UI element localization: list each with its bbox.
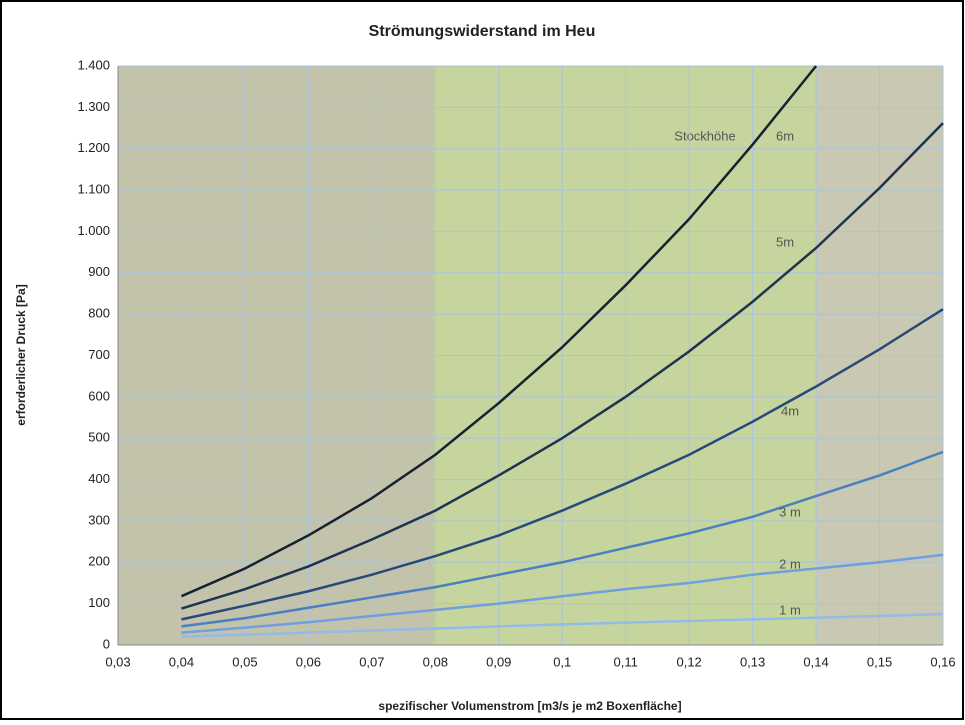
y-tick-label: 1.000 [77, 223, 110, 238]
y-tick-label: 400 [88, 471, 110, 486]
x-tick-label: 0,08 [423, 654, 448, 669]
x-tick-label: 0,13 [740, 654, 765, 669]
series-line [181, 553, 944, 634]
y-tick-label: 1.300 [77, 99, 110, 114]
x-tick-label: 0,04 [169, 654, 194, 669]
series-label: 5m [776, 234, 794, 249]
annotation: Stockhöhe [674, 128, 735, 143]
x-tick-label: 0,06 [296, 654, 321, 669]
y-tick-label: 1.100 [77, 182, 110, 197]
y-tick-label: 300 [88, 512, 110, 527]
series-line [181, 122, 944, 610]
x-tick-label: 0,12 [676, 654, 701, 669]
chart-title: Strömungswiderstand im Heu [369, 23, 596, 40]
series-line [180, 65, 818, 598]
y-tick-label: 200 [88, 554, 110, 569]
series-line [181, 612, 944, 638]
x-tick-label: 0,03 [105, 654, 130, 669]
x-tick-label: 0,15 [867, 654, 892, 669]
y-tick-label: 1.200 [77, 140, 110, 155]
series-label: 1 m [779, 602, 801, 617]
series-label: 2 m [779, 556, 801, 571]
x-tick-label: 0,09 [486, 654, 511, 669]
y-tick-label: 1.400 [77, 57, 110, 72]
series-line [181, 308, 944, 621]
y-tick-label: 0 [103, 636, 110, 651]
x-axis-title: spezifischer Volumenstrom [m3/s je m2 Bo… [378, 699, 681, 713]
x-tick-label: 0,16 [930, 654, 955, 669]
y-tick-label: 700 [88, 347, 110, 362]
series-line [181, 450, 944, 628]
x-tick-label: 0,07 [359, 654, 384, 669]
y-tick-label: 100 [88, 595, 110, 610]
y-axis-title: erforderlicher Druck [Pa] [14, 284, 28, 425]
series-label: 3 m [779, 504, 801, 519]
y-tick-label: 600 [88, 388, 110, 403]
x-tick-label: 0,14 [803, 654, 828, 669]
x-tick-label: 0,1 [553, 654, 571, 669]
x-tick-label: 0,05 [232, 654, 257, 669]
series-label: 6m [776, 128, 794, 143]
y-tick-label: 500 [88, 430, 110, 445]
x-tick-label: 0,11 [614, 654, 638, 669]
y-tick-label: 900 [88, 264, 110, 279]
y-tick-label: 800 [88, 306, 110, 321]
series-label: 4m [781, 403, 799, 418]
